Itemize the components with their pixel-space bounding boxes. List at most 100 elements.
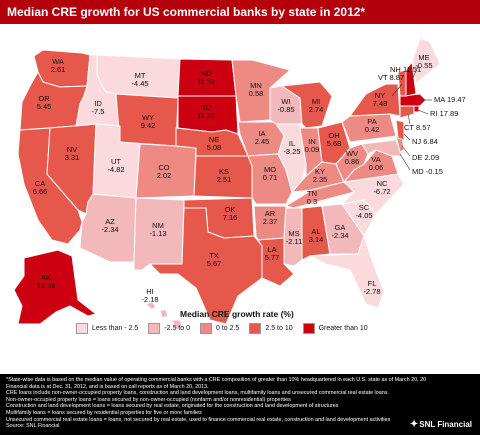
- legend-label: -2.5 to 0: [164, 325, 190, 332]
- footnote-line: Construction and land development loans …: [6, 403, 339, 410]
- legend-item-25-10: 2.5 to 10: [249, 323, 293, 334]
- label-WI: WI -0.85: [277, 97, 294, 114]
- state-NY: [349, 83, 401, 117]
- state-CT: [399, 105, 415, 119]
- footnote-line: Unsecured commercial real estate loans =…: [6, 416, 391, 423]
- legend-item-0-25: 0 to 2.5: [200, 323, 239, 334]
- label-NH: NH 11.51: [390, 65, 421, 74]
- state-MA: [399, 93, 427, 107]
- label-NJ: NJ 6.84: [412, 137, 438, 146]
- logo-text: SNL Financial: [419, 420, 472, 429]
- state-MD: [361, 139, 403, 157]
- label-MD: MD -0.15: [412, 167, 443, 176]
- label-KY: KY 2.35: [313, 167, 328, 184]
- state-ME: [411, 37, 441, 85]
- footnote-line: Financial data is at Dec. 31, 2012, and …: [6, 383, 209, 390]
- legend-label: Greater than 10: [318, 325, 368, 332]
- label-AK: AK 12.36: [37, 273, 56, 290]
- leader-vt: [391, 83, 403, 97]
- legend-item-neg25-0: -2.5 to 0: [148, 323, 190, 334]
- state-TX: [149, 207, 263, 325]
- state-AK: [13, 249, 97, 325]
- us-map: WA 2.61 OR 5.45 CA 6.66 NV 3.31 ID -7.5 MT -4.…: [0, 24, 480, 374]
- label-OR: OR 5.45: [37, 94, 52, 111]
- legend-swatch: [249, 323, 262, 334]
- label-IL: IL -3.25: [283, 139, 300, 156]
- state-MI: [281, 81, 333, 129]
- leader-ri: [417, 109, 429, 115]
- leader-nh: [411, 65, 419, 81]
- label-RI: RI 17.89: [430, 109, 458, 118]
- chart-title: Median CRE growth for US commercial bank…: [7, 5, 366, 19]
- label-MN: MN 0.58: [249, 81, 264, 98]
- label-WY: WY 9.42: [141, 113, 156, 130]
- label-VA: VA 0.06: [369, 155, 384, 172]
- label-MS: MS -2.11: [286, 229, 303, 246]
- label-ID: ID -7.5: [92, 99, 105, 116]
- state-HI-2: [159, 309, 169, 319]
- label-CO: CO 2.02: [157, 163, 172, 180]
- legend-swatch: [76, 323, 88, 334]
- label-CT: CT 8.57: [404, 123, 431, 132]
- label-GA: GA -2.34: [331, 223, 348, 240]
- label-ND: ND 11.92: [197, 69, 215, 86]
- state-HI-3: [171, 319, 183, 331]
- legend-swatch: [200, 323, 212, 334]
- label-NC: NC -6.72: [373, 179, 390, 196]
- footnote-lines: *State-wise data is based on the median …: [6, 377, 426, 430]
- state-RI: [413, 105, 420, 113]
- leader-nj: [403, 133, 411, 141]
- label-OH: OH 5.68: [327, 131, 342, 148]
- label-AL: AL 3.14: [309, 227, 324, 244]
- legend-title: Median CRE growth rate (%): [180, 309, 294, 319]
- label-CA: CA 6.66: [33, 179, 48, 196]
- state-NH: [405, 61, 417, 97]
- legend-item-lt-neg25: Less than - 2.5: [76, 323, 138, 334]
- label-VT: VT 8.87: [378, 73, 404, 82]
- legend-swatch: [148, 323, 161, 334]
- state-HI: [145, 301, 157, 311]
- logo-star-icon: ✦: [409, 419, 419, 430]
- label-AZ: AZ -2.34: [101, 217, 118, 234]
- label-NM: NM -1.13: [149, 221, 166, 238]
- legend-label: 2.5 to 10: [265, 325, 293, 332]
- label-MT: MT -4.45: [131, 71, 148, 88]
- label-AR: AR 2.37: [263, 209, 278, 226]
- label-IA: IA 2.45: [255, 129, 270, 146]
- legend-item-gt10: Greater than 10: [302, 323, 368, 334]
- footnote-line: CRE loans include non-owner-occupied pro…: [6, 390, 389, 397]
- label-OK: OK 7.16: [223, 205, 238, 222]
- label-KS: KS 2.51: [217, 167, 232, 184]
- state-WV: [335, 143, 369, 183]
- footnote-line: *State-wise data is based on the median …: [6, 377, 426, 383]
- label-NY: NY 7.48: [373, 91, 388, 108]
- state-PA: [341, 113, 397, 143]
- label-TX: TX 5.67: [207, 251, 222, 268]
- leader-ct: [407, 113, 411, 125]
- label-PA: PA 0.42: [365, 117, 380, 134]
- label-WA: WA 2.61: [51, 57, 66, 74]
- footnote-line: Multifamily loans = loans secured by res…: [6, 409, 202, 416]
- legend-swatch: [302, 323, 315, 334]
- snl-logo: ✦SNL Financial: [410, 419, 472, 430]
- state-FL: [309, 235, 385, 309]
- label-MA: MA 19.47: [434, 95, 466, 104]
- label-WV: WV 0.86: [345, 149, 360, 166]
- label-HI: HI -2.18: [141, 287, 158, 304]
- label-MI: MI 2.74: [309, 97, 324, 114]
- legend-label: Less than - 2.5: [92, 325, 139, 332]
- label-SD: SD 11.21: [197, 103, 215, 120]
- us-map-svg: WA 2.61 OR 5.45 CA 6.66 NV 3.31 ID -7.5 MT -4.…: [13, 37, 466, 331]
- label-FL: FL -2.78: [363, 279, 380, 296]
- state-NC: [341, 173, 405, 215]
- label-IN: IN 0.09: [305, 137, 320, 154]
- label-TN: TN 0.3: [307, 189, 317, 206]
- label-NV: NV 3.31: [65, 145, 80, 162]
- state-AL: [301, 205, 331, 261]
- leader-md: [399, 153, 411, 171]
- label-NE: NE 5.08: [207, 135, 222, 152]
- legend: Less than - 2.5 -2.5 to 0 0 to 2.5 2.5 t…: [76, 323, 368, 334]
- leader-de: [401, 145, 411, 157]
- footnote-line: Non-owner-occupied property loans = loan…: [6, 396, 291, 403]
